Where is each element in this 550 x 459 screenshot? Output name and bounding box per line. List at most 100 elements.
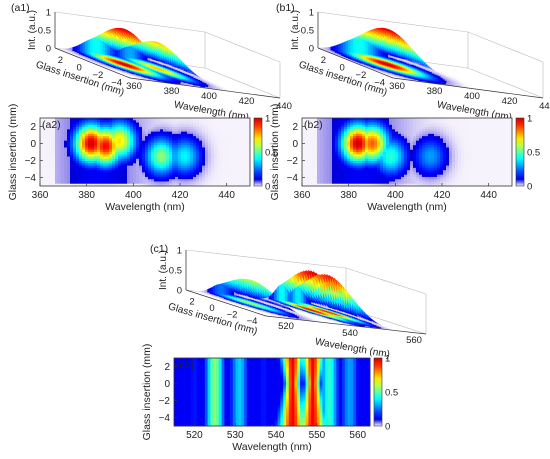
surface-strip (223, 88, 226, 90)
surface-strip (431, 67, 434, 69)
surface-strip (80, 42, 83, 52)
surface-strip (360, 38, 363, 54)
surface-strip (221, 86, 224, 88)
surface-strip (468, 86, 471, 88)
wavelength-tick-label: 380 (164, 86, 180, 97)
surface-strip (358, 38, 361, 54)
surface-strip (373, 45, 376, 56)
surface-strip (112, 69, 115, 70)
axis-box-line (185, 249, 347, 269)
surface-strip (82, 58, 85, 60)
surface-strip (363, 39, 366, 55)
surface-strip (220, 88, 223, 90)
surface-strip (115, 50, 118, 57)
surface-strip (77, 56, 81, 58)
surface-strip (465, 86, 469, 88)
surface-strip (66, 51, 70, 53)
surface-strip (433, 69, 436, 70)
surface-strip (64, 50, 67, 52)
surface-strip (201, 77, 204, 79)
surface-strip (132, 47, 135, 59)
surface-strip (194, 75, 197, 76)
surface-strip (437, 71, 441, 72)
insertion-tick-label: 2 (321, 55, 326, 66)
surface-strip (187, 72, 190, 73)
surface-strip (102, 41, 105, 55)
surface-strip (121, 73, 124, 74)
surface-strip (203, 78, 207, 79)
surface-strip (395, 77, 399, 79)
surface-strip (210, 81, 213, 82)
surface-strip (118, 72, 122, 74)
surface-strip (368, 41, 371, 55)
surface-strip (105, 67, 108, 68)
surface-strip (126, 74, 129, 75)
surface-strip (189, 73, 192, 75)
surface-strip (75, 55, 78, 57)
surface-strip (262, 312, 265, 313)
surface-strip (123, 73, 127, 74)
surface-strip (453, 77, 456, 79)
surface-strip (461, 83, 465, 84)
surface-strip (435, 70, 438, 71)
z-tick-label: 0.5 (38, 26, 51, 37)
surface-strip (435, 69, 439, 71)
surface-strip (207, 80, 211, 82)
surface-strip (185, 71, 188, 72)
surface-strip (442, 72, 445, 74)
surface-strip (128, 74, 132, 76)
surface-strip (451, 77, 454, 78)
wavelength-tick-label: 440 (539, 101, 550, 112)
surface-strip (225, 89, 228, 91)
wavelength-tick-label: 400 (464, 91, 480, 102)
surface-strip (67, 47, 70, 50)
surface-strip (125, 74, 129, 76)
surface-strip (137, 78, 141, 79)
wavelength-tick-label: 420 (239, 96, 255, 107)
z-tick-label: 0.5 (301, 26, 314, 37)
surface-strip (459, 81, 463, 83)
surface-strip (218, 87, 221, 89)
surface-strip (220, 87, 224, 88)
surface-strip (462, 82, 465, 83)
surface-strip (398, 77, 401, 79)
surface-strip (464, 83, 467, 85)
surface-strip (457, 80, 461, 81)
surface-strip (89, 60, 92, 62)
surface-strip (96, 63, 99, 65)
surface-strip (120, 48, 123, 57)
surface-strip (365, 40, 368, 55)
surface-strip (451, 76, 455, 77)
surface-strip (208, 80, 211, 81)
wavelength-tick-label: 400 (201, 91, 217, 102)
surface-strip (73, 55, 76, 56)
surface-strip (453, 78, 456, 80)
surface-strip (217, 84, 220, 85)
surface-strip (462, 82, 465, 84)
surface-strip (460, 80, 463, 81)
surface-strip (223, 87, 226, 89)
wavelength-tick-label: 360 (389, 81, 405, 92)
surface-strip (135, 77, 138, 79)
surface-strip (455, 79, 458, 80)
surface-strip (458, 79, 461, 81)
surface-strip (122, 47, 125, 58)
surface-strip (471, 87, 474, 88)
surface-strip (183, 70, 186, 71)
surface-strip (438, 70, 441, 71)
surface-strip (468, 85, 472, 86)
axis-box-line (54, 11, 206, 33)
surface-strip (191, 74, 195, 76)
surface-strip (205, 79, 209, 80)
surface-strip (340, 42, 343, 52)
surface-strip (464, 82, 468, 84)
surface-strip (135, 48, 138, 59)
surface-strip (464, 84, 467, 85)
surface-strip (353, 38, 356, 53)
surface-strip (64, 50, 67, 51)
surface-strip (216, 85, 219, 87)
surface-strip (393, 76, 396, 78)
surface-strip (453, 77, 457, 78)
surface-strip (125, 46, 128, 58)
surface-strip (80, 56, 83, 58)
